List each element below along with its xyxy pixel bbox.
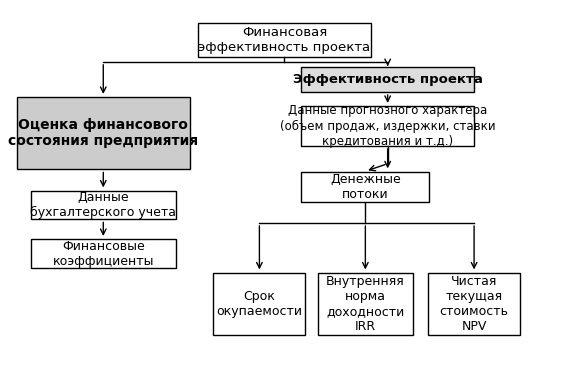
- Text: Внутренняя
норма
доходности
IRR: Внутренняя норма доходности IRR: [326, 275, 405, 333]
- Bar: [301, 172, 430, 202]
- Bar: [198, 22, 371, 57]
- Bar: [428, 273, 520, 335]
- Bar: [301, 106, 474, 146]
- Text: Данные
бухгалтерского учета: Данные бухгалтерского учета: [30, 191, 176, 219]
- Text: Финансовая
эффективность проекта: Финансовая эффективность проекта: [199, 26, 370, 54]
- Bar: [318, 273, 413, 335]
- Text: Чистая
текущая
стоимость
NPV: Чистая текущая стоимость NPV: [440, 275, 509, 333]
- Bar: [31, 239, 176, 268]
- Bar: [301, 67, 474, 92]
- Text: Срок
окупаемости: Срок окупаемости: [216, 290, 302, 318]
- Bar: [213, 273, 306, 335]
- Bar: [31, 191, 176, 219]
- Text: Эффективность проекта: Эффективность проекта: [292, 73, 483, 86]
- Text: Финансовые
коэффициенты: Финансовые коэффициенты: [52, 240, 154, 268]
- Text: Оценка финансового
состояния предприятия: Оценка финансового состояния предприятия: [8, 118, 199, 148]
- Text: Данные прогнозного характера
(объем продаж, издержки, ставки
кредитования и т.д.: Данные прогнозного характера (объем прод…: [280, 104, 496, 148]
- Bar: [17, 97, 189, 169]
- Text: Денежные
потоки: Денежные потоки: [330, 173, 401, 201]
